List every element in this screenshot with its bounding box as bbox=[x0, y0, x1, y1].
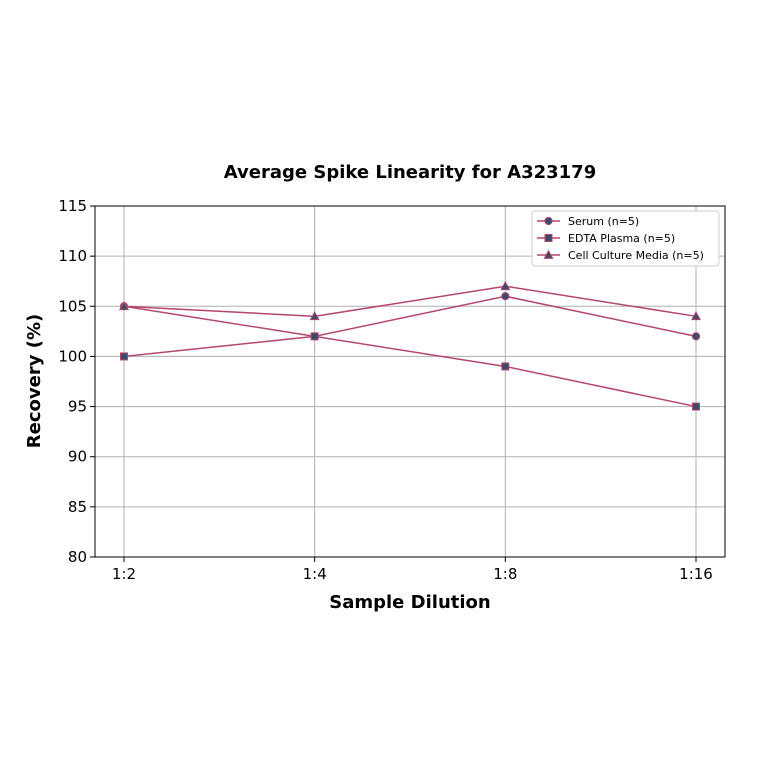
data-point bbox=[309, 311, 320, 321]
series-line bbox=[123, 335, 697, 408]
data-point bbox=[500, 280, 511, 291]
legend-marker bbox=[543, 249, 554, 259]
legend-label: Serum (n=5) bbox=[568, 215, 639, 228]
data-point bbox=[120, 352, 128, 361]
data-point bbox=[310, 332, 319, 341]
x-axis-label: Sample Dilution bbox=[329, 592, 490, 613]
legend-entries: Serum (n=5) EDTA Plasma (n=5) Cell Culture… bbox=[537, 215, 704, 262]
y-axis-ticks: 80 85 90 95 100 105 110 115 bbox=[58, 197, 95, 566]
y-tick-label: 85 bbox=[68, 498, 87, 516]
legend: Serum (n=5) EDTA Plasma (n=5) Cell Culture… bbox=[531, 210, 720, 267]
series-1 bbox=[120, 332, 700, 411]
y-tick-label: 95 bbox=[68, 398, 87, 416]
legend-entry: Serum (n=5) bbox=[537, 215, 639, 228]
y-tick-label: 105 bbox=[58, 297, 87, 315]
series-lines bbox=[118, 280, 702, 411]
legend-marker bbox=[544, 234, 553, 242]
data-point bbox=[118, 301, 130, 311]
y-tick-label: 80 bbox=[68, 548, 87, 566]
chart-title: Average Spike Linearity for A323179 bbox=[224, 162, 596, 183]
series-2 bbox=[118, 280, 702, 321]
y-tick-label: 115 bbox=[58, 197, 87, 215]
legend-label: EDTA Plasma (n=5) bbox=[568, 232, 675, 245]
series-line bbox=[123, 285, 697, 318]
legend-entry: EDTA Plasma (n=5) bbox=[537, 232, 675, 245]
legend-box bbox=[531, 210, 720, 267]
y-axis-label: Recovery (%) bbox=[24, 314, 45, 448]
x-tick-label: 1:4 bbox=[303, 565, 327, 583]
data-point bbox=[692, 402, 700, 411]
y-tick-label: 110 bbox=[58, 247, 87, 265]
x-axis-ticks: 1:2 1:4 1:8 1:16 bbox=[112, 557, 713, 583]
x-tick-label: 1:2 bbox=[112, 565, 136, 583]
data-point bbox=[690, 311, 702, 321]
data-point bbox=[501, 292, 510, 301]
data-point bbox=[501, 362, 510, 371]
legend-entry: Cell Culture Media (n=5) bbox=[537, 249, 704, 262]
series-line bbox=[123, 295, 697, 338]
data-point bbox=[691, 332, 701, 341]
legend-marker bbox=[544, 216, 553, 226]
legend-label: Cell Culture Media (n=5) bbox=[568, 249, 704, 262]
y-tick-label: 90 bbox=[68, 448, 87, 466]
plot-frame bbox=[94, 205, 726, 558]
x-tick-label: 1:16 bbox=[679, 565, 713, 583]
x-tick-label: 1:8 bbox=[493, 565, 517, 583]
y-tick-label: 100 bbox=[58, 347, 87, 365]
